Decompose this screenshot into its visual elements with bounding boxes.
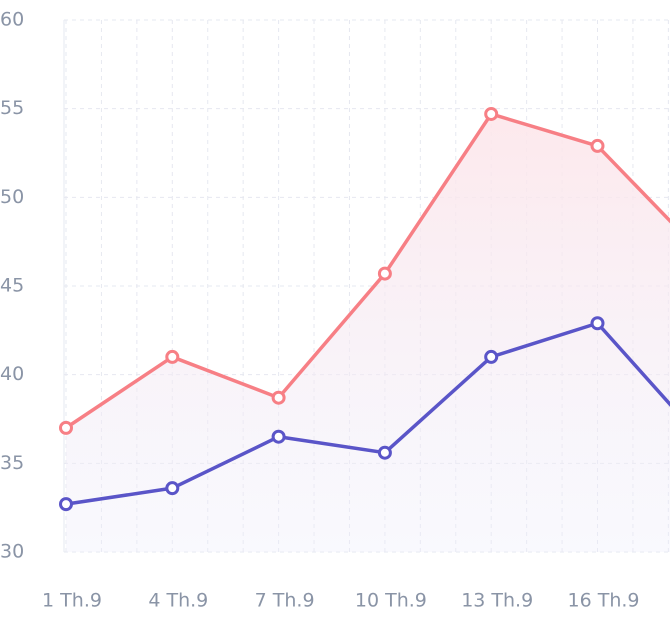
point <box>377 266 392 281</box>
x-tick-label: 4 Th.9 <box>148 590 208 612</box>
x-tick-label: 10 Th.9 <box>355 590 427 612</box>
y-tick-label: 30 <box>0 541 24 563</box>
point <box>271 390 286 405</box>
x-tick-label: 7 Th.9 <box>255 590 315 612</box>
point <box>484 106 499 121</box>
y-tick-label: 35 <box>0 452 24 474</box>
area-fill <box>66 113 670 552</box>
point <box>59 497 73 512</box>
point <box>165 481 180 496</box>
point <box>271 429 286 444</box>
x-tick-label: 1 Th.9 <box>42 590 102 612</box>
point <box>377 445 392 460</box>
point <box>590 138 605 153</box>
point <box>165 349 180 364</box>
y-tick-label: 50 <box>0 186 24 208</box>
y-tick-label: 55 <box>0 97 24 119</box>
y-tick-label: 60 <box>0 9 24 31</box>
y-tick-label: 40 <box>0 363 24 385</box>
point <box>484 349 499 364</box>
x-tick-label: 13 Th.9 <box>461 590 533 612</box>
y-tick-label: 45 <box>0 275 24 297</box>
x-tick-label: 16 Th.9 <box>568 590 640 612</box>
point <box>590 316 605 331</box>
point <box>59 420 73 435</box>
